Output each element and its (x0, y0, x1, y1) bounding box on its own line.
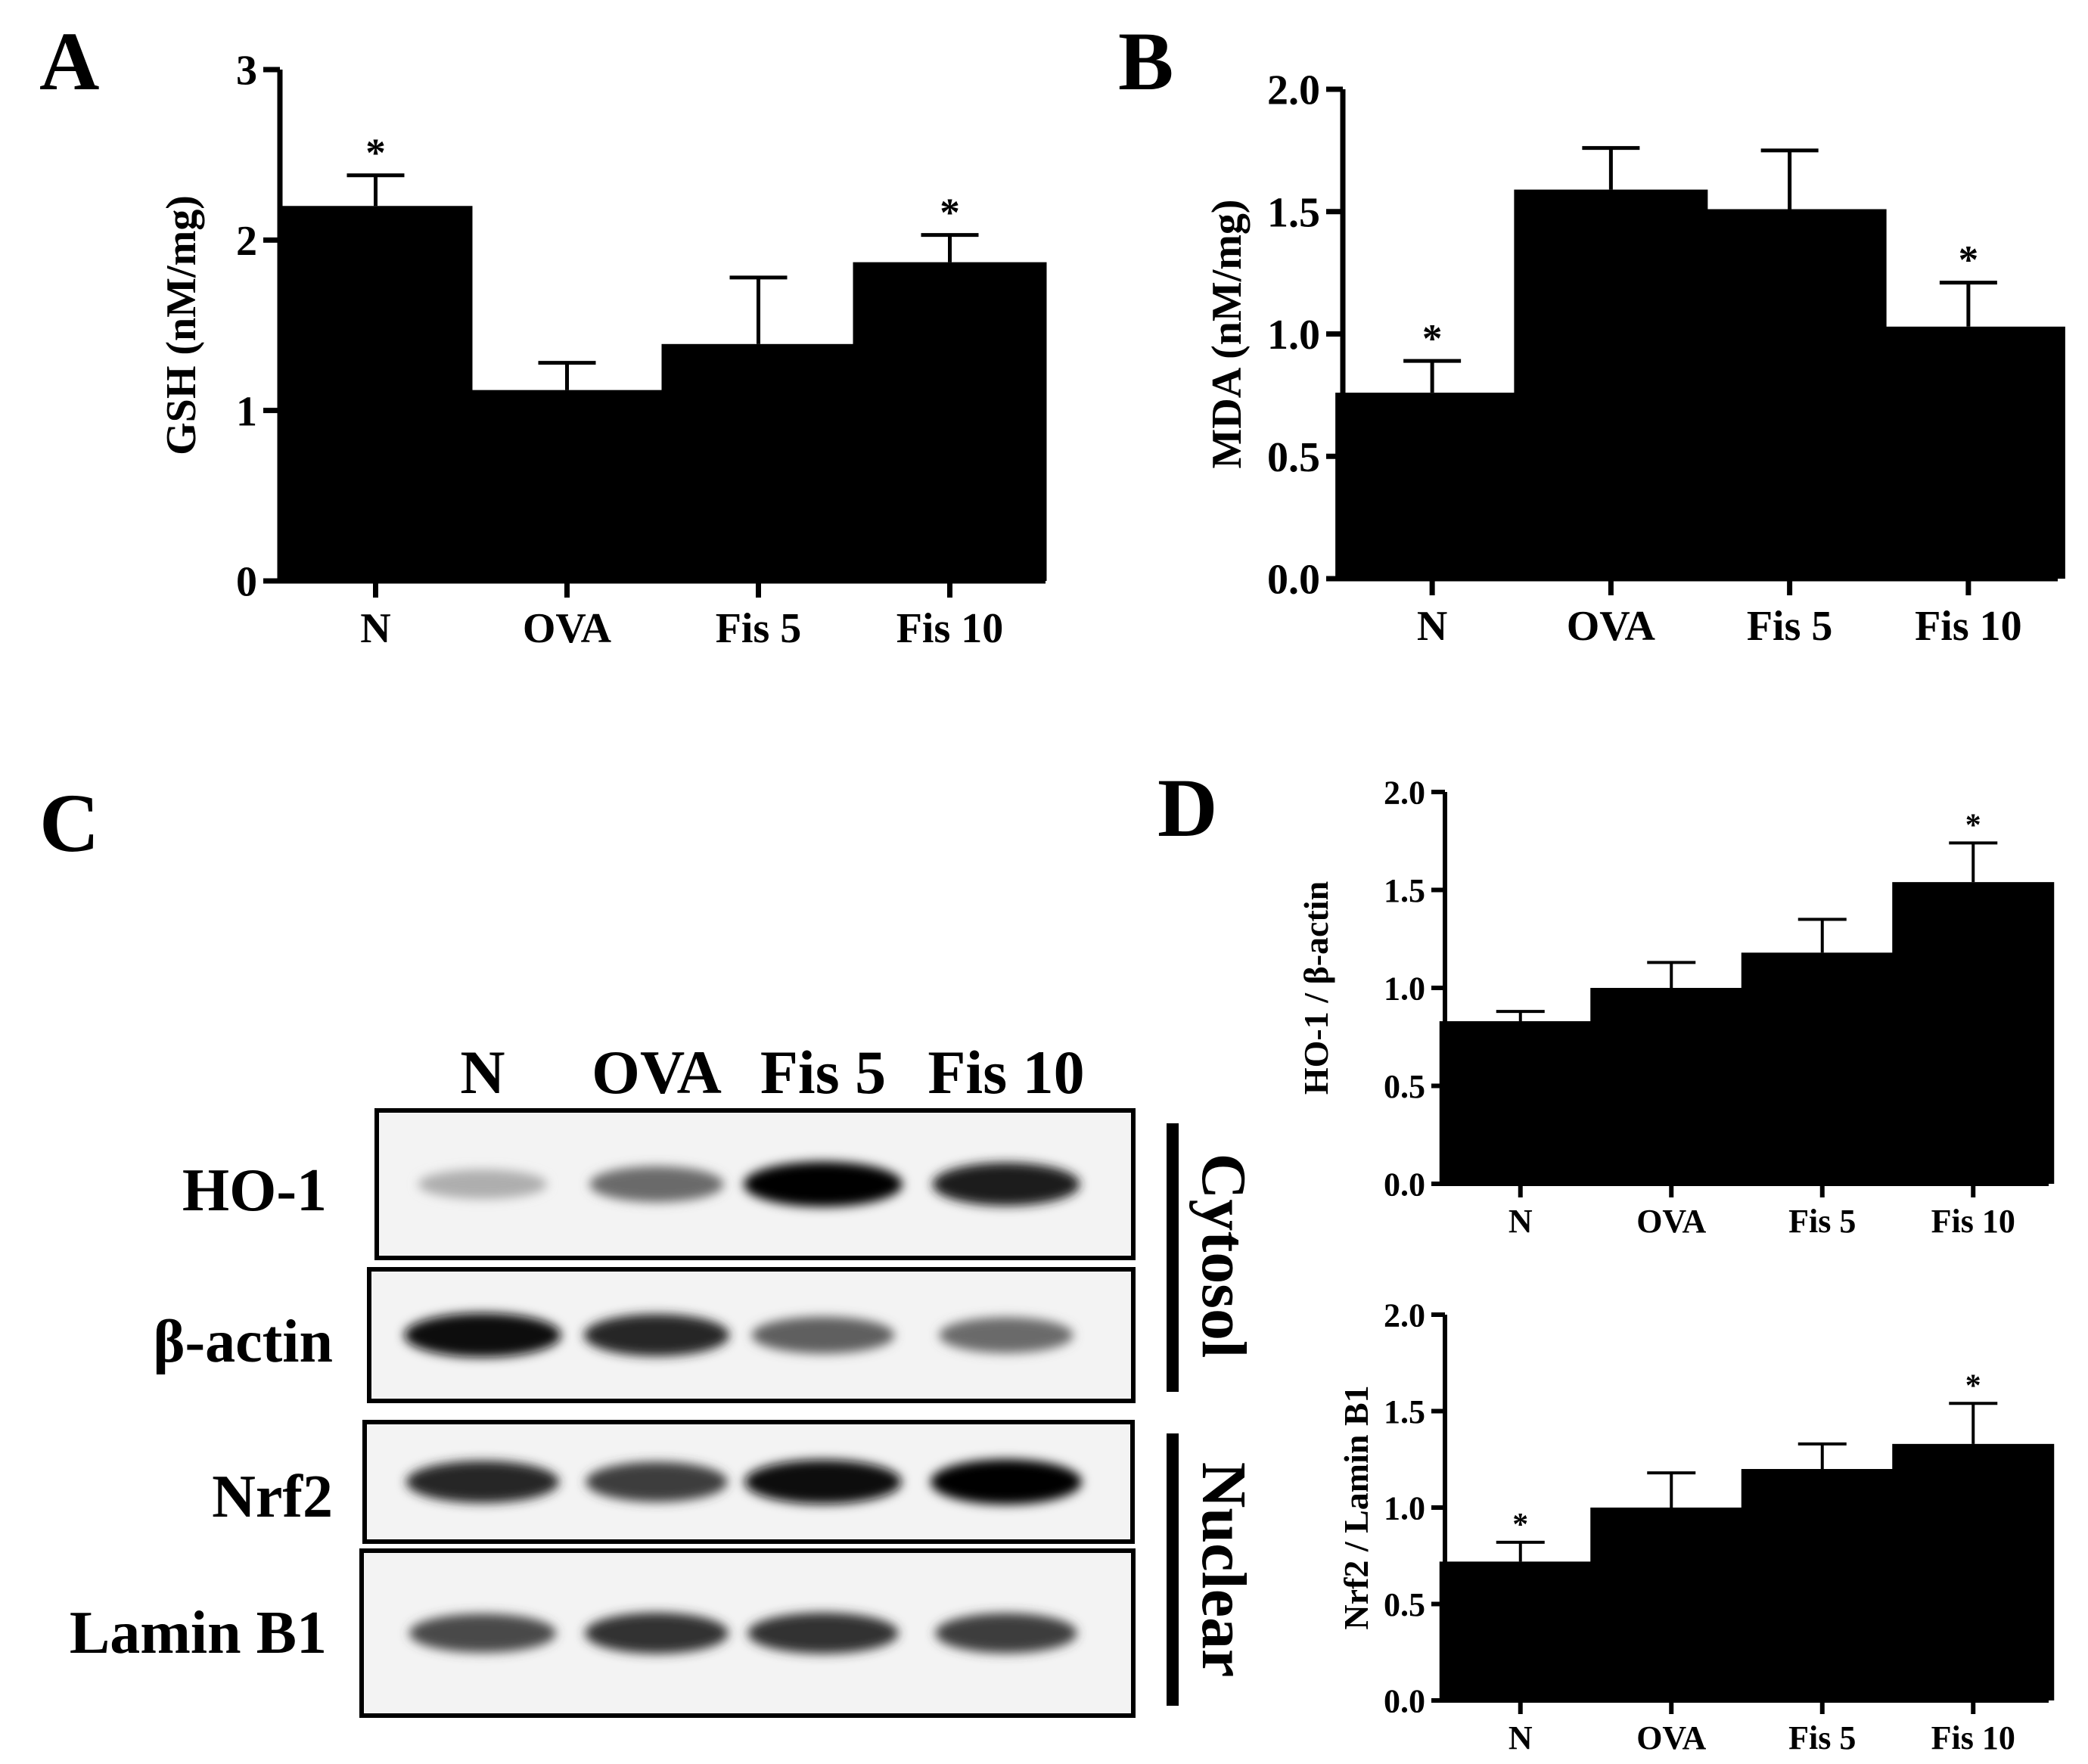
significance-marker: * (940, 190, 960, 234)
bar (1892, 882, 2055, 1184)
blot-band (586, 1461, 728, 1502)
blot-row-label: Nrf2 (212, 1464, 333, 1530)
y-tick-label: 1.0 (1384, 1489, 1425, 1526)
blot-band (589, 1166, 724, 1203)
bar (1892, 1443, 2055, 1700)
x-tick-label: Fis 5 (1788, 1203, 1856, 1240)
bar (1590, 1508, 1753, 1700)
nuclear-label: Nuclear (1188, 1462, 1259, 1678)
cytosol-label: Cytosol (1188, 1154, 1259, 1359)
y-axis-label: MDA (nM/mg) (1204, 199, 1251, 468)
blot-row-label: HO-1 (182, 1157, 327, 1224)
x-tick-label: Fis 10 (896, 605, 1004, 652)
blot-row-label: β-actin (153, 1309, 333, 1375)
y-tick-label: 2 (236, 218, 257, 265)
y-tick-label: 2.0 (1267, 67, 1320, 114)
y-tick-label: 0.5 (1384, 1586, 1425, 1623)
blot-band (418, 1169, 548, 1199)
panel-label-b: B (1118, 15, 1173, 107)
bar (661, 343, 856, 581)
blot-band (585, 1612, 729, 1654)
x-tick-label: Fis 10 (1915, 603, 2022, 650)
blot-band (744, 1459, 902, 1505)
chart-d-ho1: 0.0 0.5 1.0 1.5 2.0 HO-1 / β-actin N OVA Fis 5 Fi… (1297, 774, 2055, 1240)
blot-lane-label: N (460, 1038, 505, 1107)
panel-label-c: C (39, 777, 99, 869)
x-tick-label: Fis 10 (1931, 1203, 2015, 1240)
x-tick-label: OVA (1567, 603, 1656, 650)
x-tick-label: OVA (1636, 1203, 1706, 1240)
x-tick-label: Fis 5 (1788, 1719, 1856, 1756)
bar (1741, 1469, 1903, 1700)
blot-lane-label: OVA (592, 1038, 722, 1107)
bar (1871, 326, 2065, 579)
x-tick-label: N (360, 605, 390, 652)
x-tick-label: Fis 10 (1931, 1719, 2015, 1756)
bar (1514, 189, 1708, 579)
y-tick-label: 2.0 (1384, 774, 1425, 811)
x-tick-label: N (1509, 1719, 1533, 1756)
x-tick-label: OVA (523, 605, 612, 652)
significance-marker: * (1959, 238, 1979, 282)
x-tick-label: N (1417, 603, 1447, 650)
y-axis-label: HO-1 / β-actin (1297, 881, 1335, 1095)
bar (278, 206, 473, 581)
y-tick-label: 1.5 (1384, 872, 1425, 909)
bar (1741, 952, 1903, 1184)
panel-label-d: D (1157, 762, 1217, 854)
significance-marker: * (1512, 1508, 1528, 1542)
bar (853, 262, 1047, 581)
bar (1439, 1021, 1602, 1184)
y-tick-label: 0.0 (1384, 1166, 1425, 1203)
chart-a-gsh: 0 1 2 3 GSH (nM/mg) N * OVA Fis 5 Fis 10 * (158, 48, 1047, 652)
blot-lane-label: Fis 5 (760, 1038, 886, 1107)
bar (1590, 988, 1753, 1184)
blot-band (932, 1162, 1080, 1207)
blot-band (747, 1612, 899, 1654)
x-tick-label: N (1509, 1203, 1533, 1240)
significance-marker: * (365, 130, 386, 175)
y-axis-label: Nrf2 / Lamin B1 (1337, 1385, 1375, 1629)
blot-band (744, 1161, 903, 1207)
y-tick-label: 1.5 (1267, 189, 1320, 236)
y-tick-label: 0.5 (1384, 1068, 1425, 1105)
y-tick-label: 0.5 (1267, 434, 1320, 481)
western-blot: N OVA Fis 5 Fis 10 HO-1 β-actin Nrf2 Lam… (70, 1038, 1259, 1718)
y-tick-label: 1.0 (1384, 970, 1425, 1007)
blot-band (931, 1459, 1082, 1505)
significance-marker: * (1422, 316, 1443, 361)
y-tick-label: 0 (236, 559, 257, 606)
y-tick-label: 2.0 (1384, 1297, 1425, 1334)
panel-label-a: A (39, 15, 99, 107)
y-tick-label: 1.5 (1384, 1393, 1425, 1430)
y-axis-label: GSH (nM/mg) (158, 195, 205, 455)
blot-lane-label: Fis 10 (927, 1038, 1084, 1107)
significance-marker: * (1965, 1369, 1981, 1404)
blot-band (404, 1312, 561, 1358)
blot-band (939, 1317, 1074, 1353)
blot-band (405, 1461, 560, 1503)
y-tick-label: 0.0 (1384, 1682, 1425, 1719)
blot-band (583, 1314, 730, 1356)
x-tick-label: Fis 5 (1747, 603, 1833, 650)
significance-marker: * (1965, 809, 1981, 843)
y-tick-label: 3 (236, 48, 257, 95)
bar (1335, 393, 1530, 579)
y-tick-label: 1 (236, 388, 257, 435)
chart-d-nrf2: 0.0 0.5 1.0 1.5 2.0 Nrf2 / Lamin B1 N * OVA Fis 5… (1337, 1297, 2055, 1756)
x-tick-label: Fis 5 (716, 605, 802, 652)
blot-band (935, 1613, 1077, 1654)
bar (1439, 1561, 1602, 1700)
chart-b-mda: 0.0 0.5 1.0 1.5 2.0 MDA (nM/mg) N * OVA Fis 5 Fis … (1204, 67, 2065, 650)
blot-row-label: Lamin B1 (70, 1600, 327, 1666)
blot-band (751, 1316, 895, 1354)
y-tick-label: 1.0 (1267, 312, 1320, 359)
bar (1692, 209, 1887, 579)
bar (470, 390, 664, 581)
y-tick-label: 0.0 (1267, 557, 1320, 604)
blot-band (409, 1613, 557, 1653)
x-tick-label: OVA (1636, 1719, 1706, 1756)
